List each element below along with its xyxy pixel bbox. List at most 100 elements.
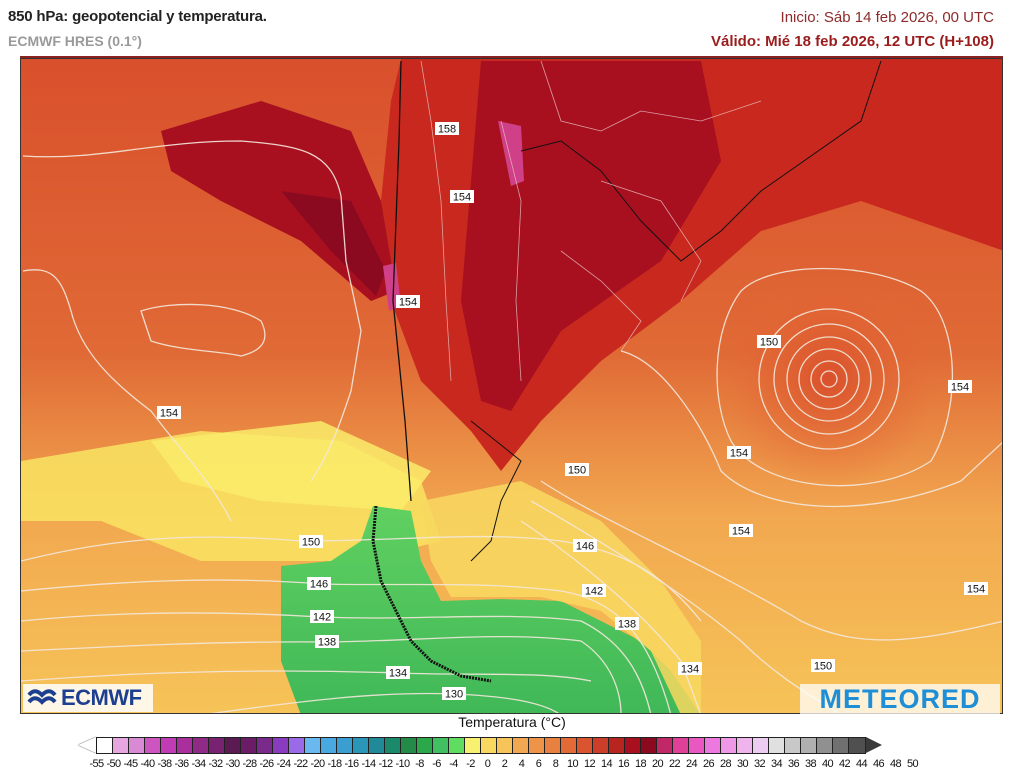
colorbar-tick-label: 12 — [583, 758, 596, 770]
colorbar-cell — [161, 738, 177, 753]
svg-text:146: 146 — [310, 579, 328, 591]
colorbar-cell — [817, 738, 833, 753]
colorbar-tick-label: -14 — [361, 758, 376, 770]
colorbar-tick-label: -40 — [140, 758, 155, 770]
init-time: Inicio: Sáb 14 feb 2026, 00 UTC — [780, 9, 994, 26]
svg-text:154: 154 — [967, 584, 985, 596]
valid-time: Válido: Mié 18 feb 2026, 12 UTC (H+108) — [710, 33, 994, 50]
svg-text:154: 154 — [951, 382, 969, 394]
svg-text:130: 130 — [445, 689, 463, 701]
colorbar-tick-label: -18 — [327, 758, 342, 770]
colorbar-tick-label: 38 — [804, 758, 817, 770]
colorbar-cell — [417, 738, 433, 753]
colorbar-cell — [577, 738, 593, 753]
svg-text:154: 154 — [399, 297, 417, 309]
contour-labels: 158 154 154 154 150 154 154 150 154 146 … — [157, 122, 988, 701]
svg-text:150: 150 — [760, 337, 778, 349]
colorbar-cell — [305, 738, 321, 753]
colorbar-tick-label: -16 — [344, 758, 359, 770]
colorbar-cell — [385, 738, 401, 753]
colorbar-cell — [593, 738, 609, 753]
colorbar-tick-label: -30 — [225, 758, 240, 770]
colorbar-cell — [625, 738, 641, 753]
colorbar-tick-label: -36 — [174, 758, 189, 770]
colorbar-cell — [689, 738, 705, 753]
meteored-logo-text: METEORED — [819, 683, 981, 714]
colorbar-cell — [209, 738, 225, 753]
colorbar-tick-label: 36 — [787, 758, 800, 770]
colorbar-tick-label: 28 — [719, 758, 732, 770]
colorbar-tick-label: 34 — [770, 758, 783, 770]
colorbar-tick-label: 30 — [736, 758, 749, 770]
colorbar-cell — [225, 738, 241, 753]
svg-text:138: 138 — [318, 637, 336, 649]
colorbar-cell — [241, 738, 257, 753]
colorbar-tick-label: 46 — [872, 758, 885, 770]
meteored-logo: METEORED — [800, 684, 1000, 714]
colorbar-cell — [497, 738, 513, 753]
colorbar-cell — [481, 738, 497, 753]
colorbar-tick-label: -2 — [466, 758, 475, 770]
colorbar-tick-label: -22 — [293, 758, 308, 770]
colorbar-cell — [97, 738, 113, 753]
colorbar-cells — [96, 737, 866, 754]
colorbar-cell — [641, 738, 657, 753]
temperature-colorbar — [78, 737, 882, 754]
colorbar-cell — [849, 738, 865, 753]
svg-text:154: 154 — [453, 192, 471, 204]
ecmwf-logo: ECMWF — [23, 684, 153, 712]
colorbar-cell — [513, 738, 529, 753]
colorbar-cell — [833, 738, 849, 753]
colorbar-cell — [353, 738, 369, 753]
colorbar-ticks: -55 -50 -45 -40 -38 -36 -34 -32 -30 -28 -26 -24 -22-… — [88, 758, 921, 772]
colorbar-cell — [289, 738, 305, 753]
colorbar-cell — [529, 738, 545, 753]
colorbar-cell — [433, 738, 449, 753]
colorbar-cell — [129, 738, 145, 753]
colorbar-tick-label: 50 — [906, 758, 919, 770]
colorbar-tick-label: -28 — [242, 758, 257, 770]
colorbar-tick-label: 26 — [702, 758, 715, 770]
colorbar-tick-label: 18 — [634, 758, 647, 770]
colorbar-tick-label: 32 — [753, 758, 766, 770]
colorbar-tick-label: 20 — [651, 758, 664, 770]
svg-text:154: 154 — [730, 448, 748, 460]
colorbar-tick-label: 22 — [668, 758, 681, 770]
colorbar-cell — [465, 738, 481, 753]
colorbar-tick-label: -32 — [208, 758, 223, 770]
colorbar-tick-label: -8 — [415, 758, 424, 770]
svg-text:142: 142 — [313, 612, 331, 624]
colorbar-cell — [721, 738, 737, 753]
colorbar-cell — [193, 738, 209, 753]
colorbar-tick-label: -38 — [157, 758, 172, 770]
colorbar-cell — [753, 738, 769, 753]
ecmwf-logo-text: ECMWF — [61, 685, 142, 710]
colorbar-cell — [769, 738, 785, 753]
colorbar-tick-label: 2 — [501, 758, 508, 770]
colorbar-title: Temperatura (°C) — [458, 714, 566, 730]
colorbar-tick-label: 0 — [484, 758, 491, 770]
map-title: 850 hPa: geopotencial y temperatura. — [8, 8, 267, 25]
colorbar-cell — [609, 738, 625, 753]
colorbar-tick-label: -45 — [123, 758, 138, 770]
colorbar-tick-label: -24 — [276, 758, 291, 770]
colorbar-cell — [449, 738, 465, 753]
colorbar-tick-label: 10 — [566, 758, 579, 770]
colorbar-tick-label: 44 — [855, 758, 868, 770]
colorbar-tick-label: 40 — [821, 758, 834, 770]
colorbar-cell — [705, 738, 721, 753]
colorbar-tick-label: 4 — [518, 758, 525, 770]
weather-map[interactable]: 158 154 154 154 150 154 154 150 154 146 … — [20, 58, 1003, 714]
colorbar-tick-label: -10 — [395, 758, 410, 770]
colorbar-cell — [801, 738, 817, 753]
colorbar-tick-label: 48 — [889, 758, 902, 770]
colorbar-tick-label: -26 — [259, 758, 274, 770]
svg-text:154: 154 — [732, 526, 750, 538]
colorbar-cell — [657, 738, 673, 753]
colorbar-tick-label: -20 — [310, 758, 325, 770]
svg-text:134: 134 — [681, 664, 699, 676]
colorbar-cell — [673, 738, 689, 753]
colorbar-cell — [113, 738, 129, 753]
svg-text:142: 142 — [585, 586, 603, 598]
colorbar-tick-label: -55 — [89, 758, 104, 770]
